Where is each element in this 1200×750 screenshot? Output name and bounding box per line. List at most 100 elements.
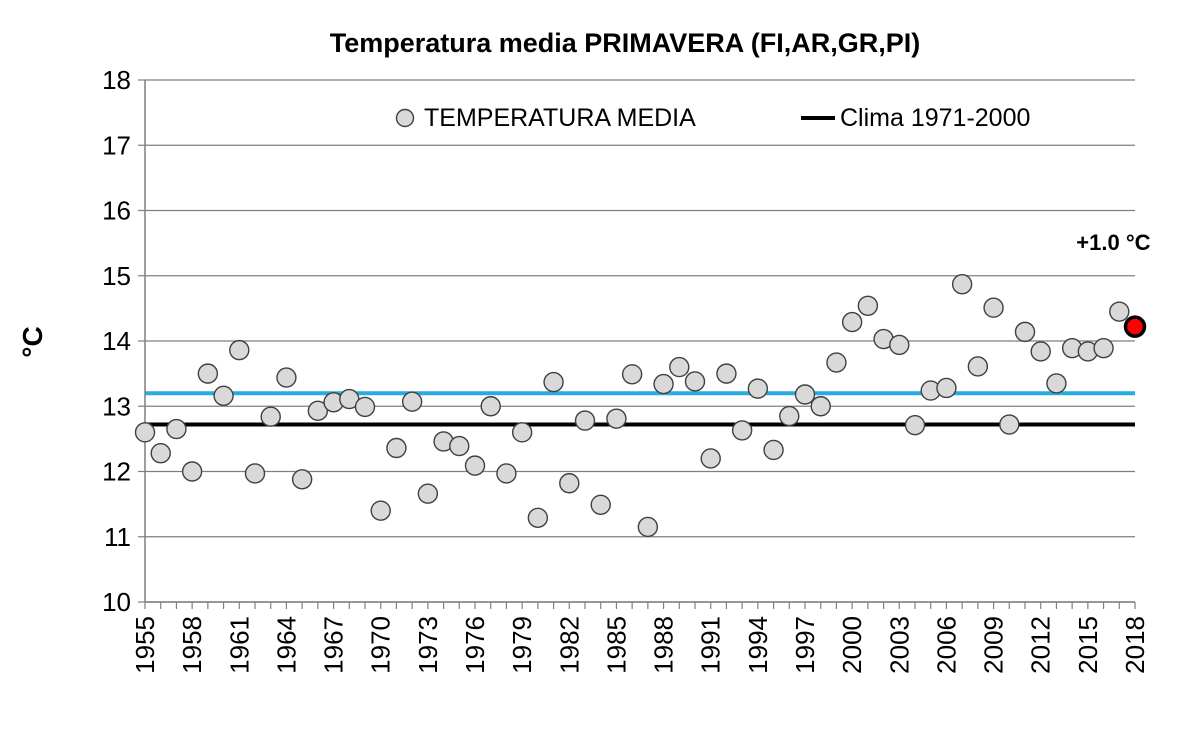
data-point bbox=[527, 507, 549, 529]
data-point bbox=[276, 367, 297, 388]
x-tick-label: 1994 bbox=[743, 616, 773, 674]
data-point bbox=[794, 384, 816, 405]
x-tick-label: 1967 bbox=[319, 616, 349, 674]
data-point bbox=[386, 437, 407, 459]
y-tick-label: 11 bbox=[104, 522, 131, 552]
data-point bbox=[213, 385, 234, 407]
data-point bbox=[621, 364, 643, 385]
data-point bbox=[1093, 337, 1114, 359]
x-tick-label: 1970 bbox=[366, 616, 396, 674]
data-point bbox=[967, 356, 989, 377]
y-tick-label: 17 bbox=[102, 130, 131, 160]
data-point bbox=[1030, 341, 1051, 362]
axes: 10 11 12 13 14 15 16 17 18 1955 1958 1961 1964 1967 19… bbox=[102, 65, 1150, 674]
data-points bbox=[134, 274, 1147, 538]
x-tick-label: 1982 bbox=[554, 616, 584, 674]
data-point bbox=[307, 400, 329, 422]
data-point bbox=[354, 396, 376, 418]
data-point bbox=[904, 414, 926, 436]
data-point bbox=[779, 405, 800, 427]
data-point bbox=[841, 311, 863, 333]
x-tick-label: 1988 bbox=[649, 616, 679, 674]
x-tick-label: 1979 bbox=[507, 616, 537, 674]
legend-marker-temperatura bbox=[395, 108, 415, 128]
data-point bbox=[1046, 373, 1067, 394]
x-tick-label: 2012 bbox=[1026, 616, 1056, 674]
data-point bbox=[889, 334, 910, 356]
data-point bbox=[716, 363, 737, 384]
data-point bbox=[857, 295, 879, 316]
x-tick-label: 1973 bbox=[413, 616, 443, 674]
data-point bbox=[731, 420, 753, 441]
legend-label-clima: Clima 1971-2000 bbox=[840, 104, 1030, 132]
x-tick-label: 1985 bbox=[601, 616, 631, 674]
y-tick-label: 13 bbox=[102, 391, 131, 421]
data-point bbox=[449, 435, 470, 457]
data-point bbox=[637, 516, 659, 538]
data-point bbox=[543, 371, 564, 393]
data-point bbox=[464, 455, 486, 476]
data-point bbox=[197, 363, 219, 384]
data-point bbox=[1109, 301, 1130, 322]
data-point bbox=[181, 461, 203, 482]
x-tick-label: 2006 bbox=[931, 616, 961, 674]
data-point bbox=[574, 410, 596, 431]
data-point bbox=[417, 483, 439, 504]
y-tick-label: 16 bbox=[102, 196, 131, 226]
data-point bbox=[229, 339, 250, 361]
y-tick-label: 14 bbox=[102, 326, 131, 356]
data-point bbox=[983, 297, 1004, 318]
x-tick-label: 1997 bbox=[790, 616, 820, 674]
data-point bbox=[590, 494, 611, 515]
chart-title: Temperatura media PRIMAVERA (FI,AR,GR,PI… bbox=[330, 28, 921, 58]
data-point bbox=[244, 463, 266, 484]
data-point bbox=[936, 377, 957, 399]
data-point-highlight bbox=[1123, 315, 1147, 338]
x-tick-label: 2000 bbox=[837, 616, 867, 674]
annotation-anomaly: +1.0 °C bbox=[1076, 230, 1150, 255]
data-point bbox=[511, 422, 533, 443]
data-point bbox=[1014, 321, 1036, 343]
legend-label-temperatura: TEMPERATURA MEDIA bbox=[424, 104, 696, 132]
data-point bbox=[496, 463, 517, 484]
data-point bbox=[401, 391, 423, 412]
y-tick-label: 10 bbox=[102, 587, 131, 617]
x-tick-label: 1955 bbox=[130, 616, 160, 674]
legend: TEMPERATURA MEDIA Clima 1971-2000 bbox=[395, 104, 1030, 132]
x-tick-label: 1976 bbox=[460, 616, 490, 674]
data-point bbox=[291, 469, 313, 490]
data-point bbox=[810, 396, 831, 417]
data-point bbox=[951, 274, 973, 295]
data-point bbox=[999, 414, 1020, 435]
data-point bbox=[747, 378, 769, 399]
data-point bbox=[150, 443, 171, 464]
data-point bbox=[763, 439, 784, 461]
y-tick-label: 18 bbox=[102, 65, 131, 95]
x-tick-label: 1964 bbox=[271, 616, 301, 674]
data-point bbox=[559, 473, 580, 494]
data-point bbox=[480, 396, 501, 417]
data-point bbox=[826, 352, 847, 373]
y-tick-label: 12 bbox=[102, 457, 131, 487]
reference-lines bbox=[145, 391, 1135, 427]
x-tick-label: 1961 bbox=[224, 616, 254, 674]
x-tick-label: 2015 bbox=[1073, 616, 1103, 674]
x-tick-label: 2009 bbox=[979, 616, 1009, 674]
x-tick-label: 2018 bbox=[1120, 616, 1150, 674]
data-point bbox=[606, 408, 627, 429]
data-point bbox=[134, 422, 156, 443]
x-tick-label: 1991 bbox=[696, 616, 726, 674]
data-point bbox=[700, 448, 721, 469]
data-point bbox=[166, 418, 187, 440]
data-point bbox=[260, 406, 281, 427]
data-point bbox=[684, 371, 706, 392]
annotations: +1.0 °C bbox=[1076, 230, 1150, 255]
x-tick-label: 1958 bbox=[177, 616, 207, 674]
data-point bbox=[653, 373, 674, 395]
data-point bbox=[669, 356, 690, 378]
y-axis-label: °C bbox=[17, 326, 48, 357]
x-tick-label: 2003 bbox=[884, 616, 914, 674]
y-tick-label: 15 bbox=[102, 261, 131, 291]
